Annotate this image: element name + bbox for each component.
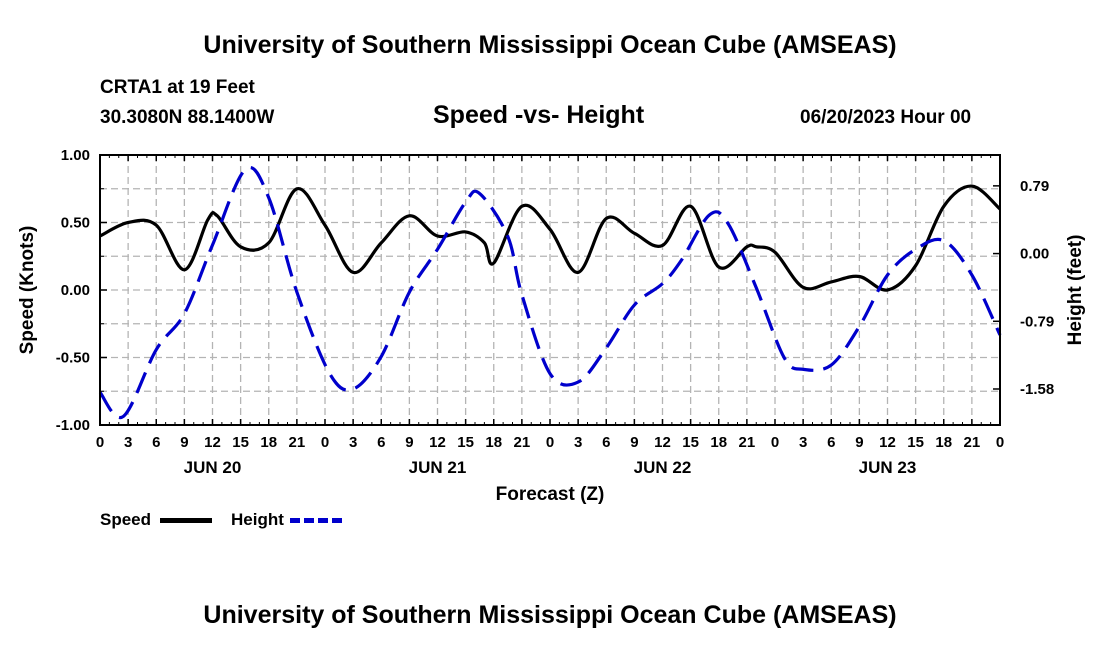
x-tick-label: 12 <box>879 434 896 451</box>
x-tick-label: 12 <box>204 434 221 451</box>
x-tick-label: 3 <box>349 434 357 451</box>
y-tick-label: 0.00 <box>61 282 90 299</box>
y-tick-label: 1.00 <box>61 147 90 164</box>
y-tick-label: -0.50 <box>56 350 90 367</box>
y2-tick-label: -1.58 <box>1020 381 1054 398</box>
x-tick-label: 0 <box>321 434 329 451</box>
x-tick-label: 18 <box>710 434 727 451</box>
x-tick-label: 9 <box>180 434 188 451</box>
x-tick-label: 9 <box>855 434 863 451</box>
forecast-datetime: 06/20/2023 Hour 00 <box>800 107 972 128</box>
series-layer <box>98 166 1002 420</box>
x-tick-label: 15 <box>457 434 474 451</box>
date-label: JUN 23 <box>859 458 917 477</box>
y2-tick-label: -0.79 <box>1020 313 1054 330</box>
x-tick-label: 3 <box>799 434 807 451</box>
legend-height-label: Height <box>231 510 284 529</box>
x-tick-label: 12 <box>654 434 671 451</box>
x-tick-label: 18 <box>935 434 952 451</box>
legend-speed-swatch <box>160 518 212 523</box>
footer-title: University of Southern Mississippi Ocean… <box>203 601 897 629</box>
station-label: CRTA1 at 19 Feet <box>100 77 255 98</box>
y-tick-label: -1.00 <box>56 417 90 434</box>
x-tick-label: 6 <box>377 434 385 451</box>
y2-axis-label: Height (feet) <box>1065 235 1086 346</box>
x-tick-label: 12 <box>429 434 446 451</box>
x-tick-label: 6 <box>152 434 160 451</box>
y-tick-label: 0.50 <box>61 215 90 232</box>
x-tick-label: 21 <box>514 434 531 451</box>
speed-series-line <box>99 184 1002 292</box>
x-tick-label: 0 <box>96 434 104 451</box>
x-tick-label: 15 <box>232 434 249 451</box>
x-tick-label: 0 <box>996 434 1004 451</box>
y2-tick-label: 0.79 <box>1020 178 1049 195</box>
chart-subtitle: Speed -vs- Height <box>433 101 645 129</box>
date-label: JUN 20 <box>184 458 242 477</box>
date-label: JUN 22 <box>634 458 692 477</box>
x-tick-label: 21 <box>964 434 981 451</box>
grid <box>100 155 1000 425</box>
location-label: 30.3080N 88.1400W <box>100 107 275 128</box>
x-tick-label: 0 <box>546 434 554 451</box>
x-tick-label: 15 <box>907 434 924 451</box>
date-label: JUN 21 <box>409 458 467 477</box>
x-tick-label: 21 <box>739 434 756 451</box>
x-tick-label: 9 <box>405 434 413 451</box>
x-tick-label: 3 <box>574 434 582 451</box>
x-tick-label: 15 <box>682 434 699 451</box>
chart-title: University of Southern Mississippi Ocean… <box>203 31 897 59</box>
x-axis-label: Forecast (Z) <box>496 484 605 505</box>
height-series-line <box>98 166 1002 420</box>
axes: 0 3 6 9 12 15 18 21 0 3 6 9 12 15 18 21 0 3 6 9 12 15 18 21 0 3 6 9… <box>56 147 1054 477</box>
y2-tick-label: 0.00 <box>1020 246 1049 263</box>
legend-speed-label: Speed <box>100 510 152 529</box>
x-tick-label: 18 <box>485 434 502 451</box>
x-tick-label: 6 <box>827 434 835 451</box>
legend-height-swatch <box>290 518 342 523</box>
y-axis-label: Speed (Knots) <box>17 226 38 355</box>
x-tick-label: 3 <box>124 434 132 451</box>
x-tick-label: 0 <box>771 434 779 451</box>
x-tick-label: 6 <box>602 434 610 451</box>
x-tick-label: 9 <box>630 434 638 451</box>
x-tick-label: 21 <box>289 434 306 451</box>
x-tick-label: 18 <box>260 434 277 451</box>
